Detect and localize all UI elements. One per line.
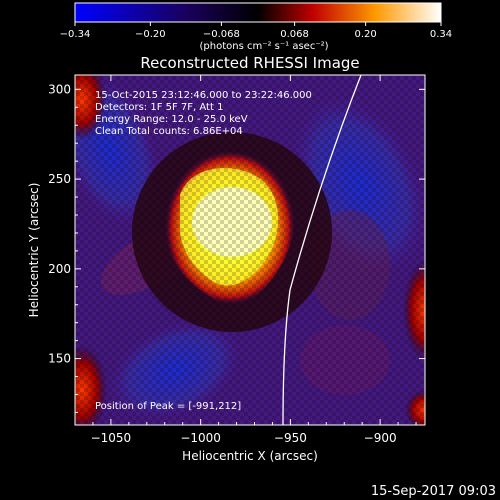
y-tick-label: 200: [48, 262, 71, 276]
colorbar-tick-label: 0.20: [355, 29, 377, 40]
x-axis-label: Heliocentric X (arcsec): [182, 449, 318, 463]
annotation-line: Detectors: 1F 5F 7F, Att 1: [95, 102, 223, 113]
x-tick-label: −1050: [91, 431, 132, 445]
chart-title: Reconstructed RHESSI Image: [140, 54, 359, 72]
peak-position-label: Position of Peak = [-991,212]: [95, 401, 241, 412]
y-tick-label: 250: [48, 172, 71, 186]
timestamp: 15-Sep-2017 09:03: [371, 484, 496, 499]
colorbar: [74, 2, 442, 23]
colorbar-tick-label: 0.34: [430, 29, 452, 40]
heatmap-image: [75, 75, 425, 425]
annotation-block: 15-Oct-2015 23:12:46.000 to 23:22:46.000…: [95, 90, 312, 137]
y-axis-ticks: 150 200 250 300: [48, 82, 425, 413]
y-axis-label: Heliocentric Y (arcsec): [27, 183, 41, 318]
x-axis-ticks: −1050 −1000 −950 −900: [74, 75, 417, 445]
annotation-line: 15-Oct-2015 23:12:46.000 to 23:22:46.000: [95, 90, 312, 101]
colorbar-unit-label: (photons cm⁻² s⁻¹ asec⁻²): [199, 41, 328, 52]
x-tick-label: −950: [274, 431, 307, 445]
annotation-line: Energy Range: 12.0 - 25.0 keV: [95, 114, 248, 125]
colorbar-tick-label: −0.20: [135, 29, 166, 40]
plot-frame: [74, 74, 426, 426]
y-tick-label: 150: [48, 352, 71, 366]
colorbar-ticks: −0.34 −0.20 −0.068 0.068 0.20 0.34: [60, 22, 452, 40]
solar-limb-curve: [282, 75, 362, 425]
y-tick-label: 300: [48, 82, 71, 96]
colorbar-tick-label: 0.068: [280, 29, 309, 40]
annotation-line: Clean Total counts: 6.86E+04: [95, 126, 243, 137]
x-tick-label: −900: [364, 431, 397, 445]
colorbar-tick-label: −0.34: [60, 29, 91, 40]
colorbar-tick-label: −0.068: [203, 29, 240, 40]
x-tick-label: −1000: [180, 431, 221, 445]
